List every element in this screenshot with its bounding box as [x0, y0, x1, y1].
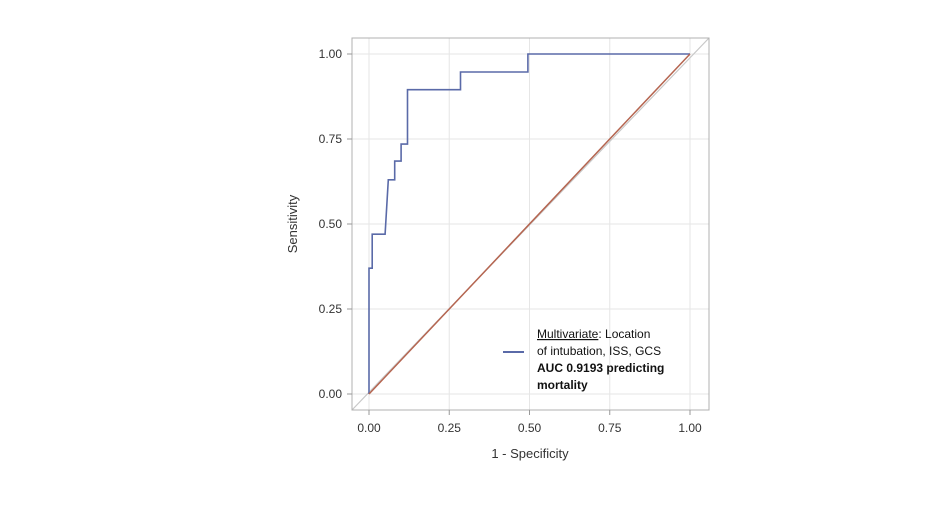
- legend: Multivariate: Location of intubation, IS…: [503, 327, 664, 392]
- x-tick-label: 0.25: [438, 421, 462, 435]
- legend-line-2: of intubation, ISS, GCS: [537, 344, 661, 358]
- legend-line-1-underlined: Multivariate: [537, 327, 599, 341]
- y-tick-label: 0.50: [319, 217, 343, 231]
- series-layer: [368, 53, 691, 395]
- x-tick-label: 0.00: [357, 421, 381, 435]
- y-tick-label: 0.25: [319, 302, 343, 316]
- legend-line-1-rest: : Location: [598, 327, 650, 341]
- y-axis-label: Sensitivity: [285, 194, 300, 253]
- roc-curve: [368, 53, 690, 394]
- legend-line-1: Multivariate: Location: [537, 327, 650, 341]
- y-tick-label: 1.00: [319, 47, 343, 61]
- y-axis-ticks: 0.00 0.25 0.50 0.75 1.00: [319, 47, 352, 401]
- x-axis-ticks: 0.00 0.25 0.50 0.75 1.00: [357, 410, 702, 435]
- y-tick-label: 0.75: [319, 132, 343, 146]
- chance-line: [368, 53, 691, 395]
- x-tick-label: 0.50: [518, 421, 542, 435]
- x-axis-label: 1 - Specificity: [491, 446, 569, 461]
- legend-line-4: mortality: [537, 378, 588, 392]
- y-tick-label: 0.00: [319, 387, 343, 401]
- x-tick-label: 0.75: [598, 421, 622, 435]
- x-tick-label: 1.00: [678, 421, 702, 435]
- legend-line-3: AUC 0.9193 predicting: [537, 361, 664, 375]
